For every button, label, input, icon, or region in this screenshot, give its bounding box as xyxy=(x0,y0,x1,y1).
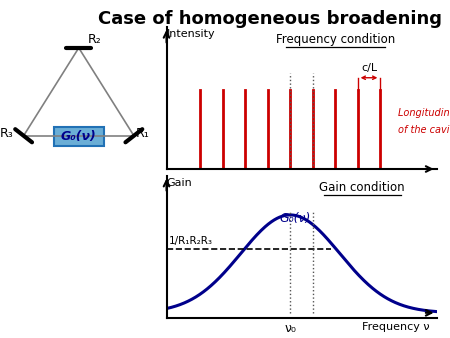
Text: Gain: Gain xyxy=(166,178,192,188)
Text: G₀(ν): G₀(ν) xyxy=(279,212,310,225)
Text: c/L: c/L xyxy=(361,63,377,73)
Text: R₂: R₂ xyxy=(88,33,102,46)
Text: 1/R₁R₂R₃: 1/R₁R₂R₃ xyxy=(169,236,213,246)
Text: Frequency ν: Frequency ν xyxy=(362,179,430,189)
Text: of the cavity: of the cavity xyxy=(398,125,450,136)
Text: G₀(ν): G₀(ν) xyxy=(61,130,97,143)
Text: Longitudinal modes: Longitudinal modes xyxy=(398,108,450,118)
Text: ν₀: ν₀ xyxy=(284,322,296,335)
Text: Frequency ν: Frequency ν xyxy=(362,322,430,332)
Bar xyxy=(54,127,104,146)
Text: Frequency condition: Frequency condition xyxy=(275,33,395,46)
Text: R₁: R₁ xyxy=(135,127,149,141)
Text: ν₀: ν₀ xyxy=(284,179,296,192)
Text: R₃: R₃ xyxy=(0,127,14,141)
Text: Gain condition: Gain condition xyxy=(320,181,405,194)
Text: Case of homogeneous broadening: Case of homogeneous broadening xyxy=(98,10,442,28)
Text: Intensity: Intensity xyxy=(166,29,215,39)
